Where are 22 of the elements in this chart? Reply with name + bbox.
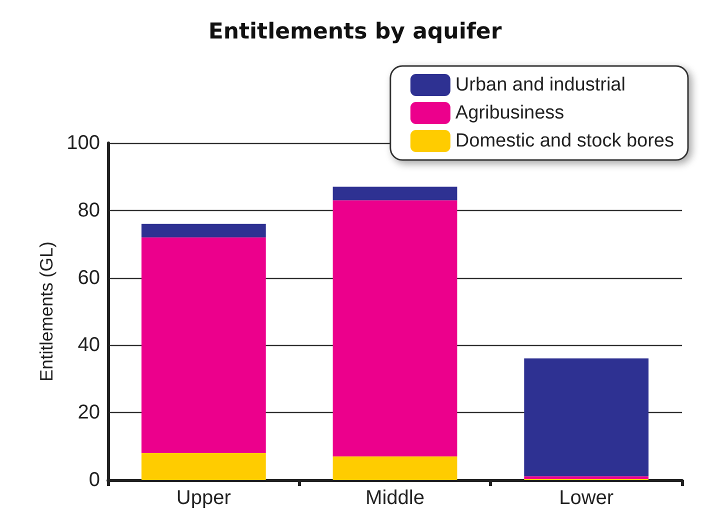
y-tick-label: 60	[78, 266, 100, 289]
bar	[524, 358, 649, 476]
bar	[332, 200, 458, 456]
bar	[332, 456, 458, 480]
chart-title: Entitlements by aquifer	[208, 20, 502, 44]
y-tick-label: 40	[78, 334, 100, 356]
legend-label: Agribusiness	[455, 102, 564, 124]
bar	[141, 237, 266, 454]
x-tick-label: Middle	[366, 487, 424, 509]
bar	[141, 453, 266, 480]
bar	[524, 476, 649, 479]
bar	[141, 224, 266, 238]
y-tick-label: 0	[88, 469, 100, 491]
y-tick-label: 20	[78, 402, 100, 424]
bar	[332, 186, 458, 200]
legend-label: Urban and industrial	[455, 74, 626, 96]
y-tick-label: 80	[78, 199, 100, 222]
legend-label: Domestic and stock bores	[455, 130, 674, 152]
y-axis-title: Entitlements (GL)	[36, 241, 57, 382]
y-tick-label: 100	[66, 132, 100, 154]
x-tick-label: Upper	[176, 487, 232, 509]
x-tick-label: Lower	[559, 487, 614, 509]
